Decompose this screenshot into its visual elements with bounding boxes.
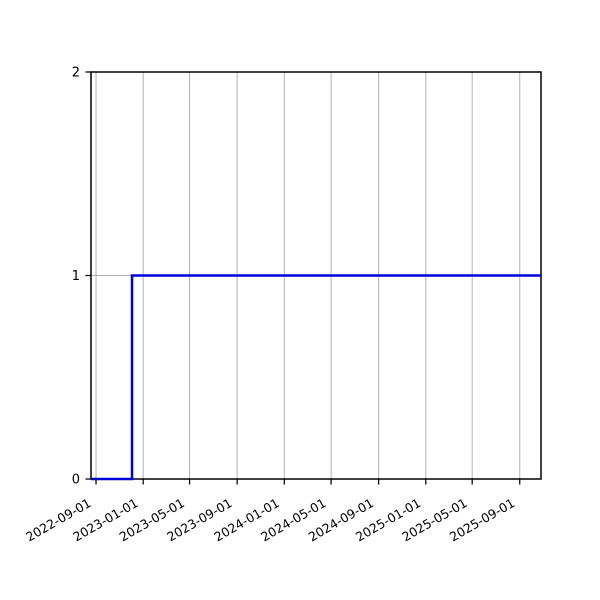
y-tick-label-0: 0	[72, 473, 80, 488]
y-tick-label-1: 1	[72, 269, 80, 284]
y-tick-label-2: 2	[72, 66, 80, 81]
series-line-step-series	[91, 274, 541, 481]
